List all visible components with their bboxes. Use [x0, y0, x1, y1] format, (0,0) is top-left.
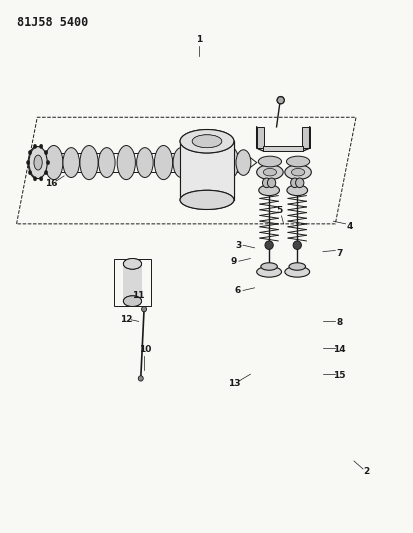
Ellipse shape	[46, 160, 50, 165]
Text: 12: 12	[120, 316, 132, 324]
Ellipse shape	[276, 96, 284, 104]
Ellipse shape	[264, 241, 273, 249]
Ellipse shape	[45, 146, 63, 180]
Text: 2: 2	[362, 467, 369, 476]
Ellipse shape	[29, 147, 47, 179]
Ellipse shape	[286, 185, 307, 196]
Text: 14: 14	[332, 345, 345, 353]
Ellipse shape	[180, 130, 233, 153]
Text: 5: 5	[275, 206, 282, 215]
Text: 4: 4	[346, 222, 352, 231]
Ellipse shape	[192, 135, 221, 148]
Ellipse shape	[33, 144, 37, 149]
Ellipse shape	[295, 178, 303, 188]
Ellipse shape	[138, 376, 143, 381]
Text: 1: 1	[195, 36, 202, 44]
Ellipse shape	[44, 171, 47, 175]
Ellipse shape	[117, 146, 135, 180]
Ellipse shape	[123, 296, 141, 306]
Ellipse shape	[98, 148, 115, 177]
Bar	[301, 127, 309, 148]
Text: 7: 7	[335, 249, 342, 257]
Ellipse shape	[258, 185, 279, 196]
Ellipse shape	[284, 266, 309, 277]
Ellipse shape	[292, 241, 301, 249]
Polygon shape	[276, 97, 284, 103]
Ellipse shape	[141, 306, 146, 312]
Text: 10: 10	[138, 345, 151, 353]
Text: 3: 3	[234, 241, 241, 249]
Text: 13: 13	[227, 379, 240, 388]
Ellipse shape	[154, 146, 172, 180]
Bar	[256, 127, 263, 148]
Ellipse shape	[220, 147, 238, 179]
Ellipse shape	[123, 259, 141, 269]
Ellipse shape	[180, 190, 233, 209]
Ellipse shape	[180, 130, 233, 153]
Ellipse shape	[235, 150, 250, 175]
Ellipse shape	[34, 155, 42, 170]
Ellipse shape	[136, 148, 153, 177]
Bar	[123, 264, 141, 301]
Ellipse shape	[123, 296, 141, 306]
Ellipse shape	[44, 150, 47, 155]
Text: 9: 9	[230, 257, 237, 265]
Ellipse shape	[39, 176, 43, 181]
Ellipse shape	[28, 147, 45, 179]
Ellipse shape	[80, 146, 98, 180]
Ellipse shape	[262, 178, 270, 188]
Bar	[180, 141, 233, 200]
Ellipse shape	[286, 156, 309, 167]
Text: 11: 11	[132, 292, 145, 300]
Text: 81J58 5400: 81J58 5400	[17, 16, 88, 29]
Ellipse shape	[263, 168, 276, 176]
Ellipse shape	[173, 148, 189, 177]
Ellipse shape	[260, 263, 277, 270]
Ellipse shape	[189, 146, 207, 180]
Ellipse shape	[291, 168, 304, 176]
Text: 6: 6	[234, 286, 241, 295]
Ellipse shape	[63, 148, 79, 177]
Ellipse shape	[206, 149, 222, 176]
Ellipse shape	[267, 178, 275, 188]
Ellipse shape	[33, 176, 37, 181]
Text: 8: 8	[335, 318, 342, 327]
Ellipse shape	[180, 190, 233, 209]
Ellipse shape	[256, 266, 281, 277]
Ellipse shape	[26, 160, 30, 165]
Ellipse shape	[256, 165, 282, 180]
Ellipse shape	[28, 171, 32, 175]
Ellipse shape	[39, 144, 43, 149]
Bar	[114, 259, 151, 306]
Ellipse shape	[288, 263, 305, 270]
Ellipse shape	[258, 156, 281, 167]
Ellipse shape	[284, 165, 311, 180]
Ellipse shape	[28, 150, 32, 155]
Text: 15: 15	[332, 372, 345, 380]
Bar	[262, 146, 303, 151]
Ellipse shape	[192, 135, 221, 148]
Ellipse shape	[123, 259, 141, 269]
Ellipse shape	[290, 178, 298, 188]
Text: 16: 16	[45, 180, 58, 188]
